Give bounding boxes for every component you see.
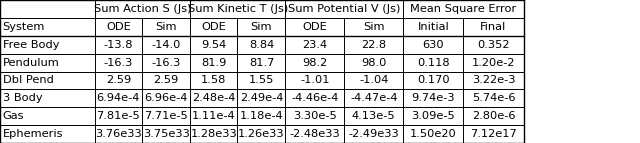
Text: 1.18e-4: 1.18e-4 (239, 111, 284, 121)
Text: 3.22e-3: 3.22e-3 (472, 76, 515, 85)
Text: Gas: Gas (3, 111, 24, 121)
Text: Free Body: Free Body (3, 40, 59, 50)
Text: 1.58: 1.58 (201, 76, 227, 85)
Text: 3.30e-5: 3.30e-5 (293, 111, 337, 121)
Text: Final: Final (480, 22, 507, 32)
Text: Sim: Sim (363, 22, 385, 32)
Text: 8.84: 8.84 (249, 40, 274, 50)
Text: 98.2: 98.2 (302, 58, 328, 67)
Text: 0.352: 0.352 (477, 40, 509, 50)
Text: 630: 630 (422, 40, 444, 50)
Text: Sim: Sim (251, 22, 272, 32)
Text: 9.54: 9.54 (201, 40, 227, 50)
Text: 22.8: 22.8 (361, 40, 387, 50)
Text: Sim: Sim (156, 22, 177, 32)
Text: Ephemeris: Ephemeris (3, 129, 63, 139)
Text: 7.81e-5: 7.81e-5 (97, 111, 140, 121)
Text: 0.118: 0.118 (417, 58, 449, 67)
Text: -1.01: -1.01 (300, 76, 330, 85)
Text: 81.9: 81.9 (201, 58, 227, 67)
Text: Sum Kinetic T (Js): Sum Kinetic T (Js) (188, 4, 288, 14)
Text: 1.20e-2: 1.20e-2 (472, 58, 515, 67)
Text: Sum Action S (Js): Sum Action S (Js) (93, 4, 191, 14)
Text: 6.96e-4: 6.96e-4 (145, 93, 188, 103)
Text: 1.55: 1.55 (249, 76, 274, 85)
Text: ODE: ODE (106, 22, 131, 32)
Text: Initial: Initial (417, 22, 449, 32)
Text: 3.76e33: 3.76e33 (95, 129, 142, 139)
Text: -14.0: -14.0 (152, 40, 180, 50)
Text: 81.7: 81.7 (249, 58, 274, 67)
Text: Pendulum: Pendulum (3, 58, 60, 67)
Text: -13.8: -13.8 (104, 40, 133, 50)
Text: 0.170: 0.170 (417, 76, 449, 85)
Text: 98.0: 98.0 (361, 58, 387, 67)
Text: 2.59: 2.59 (106, 76, 131, 85)
Text: Mean Square Error: Mean Square Error (410, 4, 516, 14)
Text: 6.94e-4: 6.94e-4 (97, 93, 140, 103)
Text: 7.71e-5: 7.71e-5 (144, 111, 188, 121)
Text: Dbl Pend: Dbl Pend (3, 76, 53, 85)
Text: -2.48e33: -2.48e33 (289, 129, 340, 139)
Text: 1.26e33: 1.26e33 (238, 129, 285, 139)
Text: 2.48e-4: 2.48e-4 (192, 93, 236, 103)
Text: 5.74e-6: 5.74e-6 (472, 93, 515, 103)
Text: -2.49e33: -2.49e33 (348, 129, 399, 139)
Text: 1.50e20: 1.50e20 (410, 129, 457, 139)
Text: System: System (3, 22, 45, 32)
Text: -16.3: -16.3 (104, 58, 133, 67)
Text: 2.49e-4: 2.49e-4 (240, 93, 283, 103)
Text: ODE: ODE (303, 22, 327, 32)
Text: 2.59: 2.59 (154, 76, 179, 85)
Text: 7.12e17: 7.12e17 (470, 129, 517, 139)
Text: 3.09e-5: 3.09e-5 (412, 111, 455, 121)
Text: -4.46e-4: -4.46e-4 (291, 93, 339, 103)
Text: -4.47e-4: -4.47e-4 (350, 93, 397, 103)
Text: Sum Potential V (Js): Sum Potential V (Js) (288, 4, 401, 14)
Text: 1.11e-4: 1.11e-4 (192, 111, 236, 121)
Text: 3 Body: 3 Body (3, 93, 42, 103)
Text: 23.4: 23.4 (302, 40, 328, 50)
Text: -1.04: -1.04 (359, 76, 388, 85)
Text: 9.74e-3: 9.74e-3 (412, 93, 455, 103)
Text: ODE: ODE (202, 22, 226, 32)
Text: 4.13e-5: 4.13e-5 (352, 111, 396, 121)
Text: 1.28e33: 1.28e33 (190, 129, 237, 139)
Text: 2.80e-6: 2.80e-6 (472, 111, 515, 121)
Text: 3.75e33: 3.75e33 (143, 129, 189, 139)
Text: -16.3: -16.3 (152, 58, 180, 67)
